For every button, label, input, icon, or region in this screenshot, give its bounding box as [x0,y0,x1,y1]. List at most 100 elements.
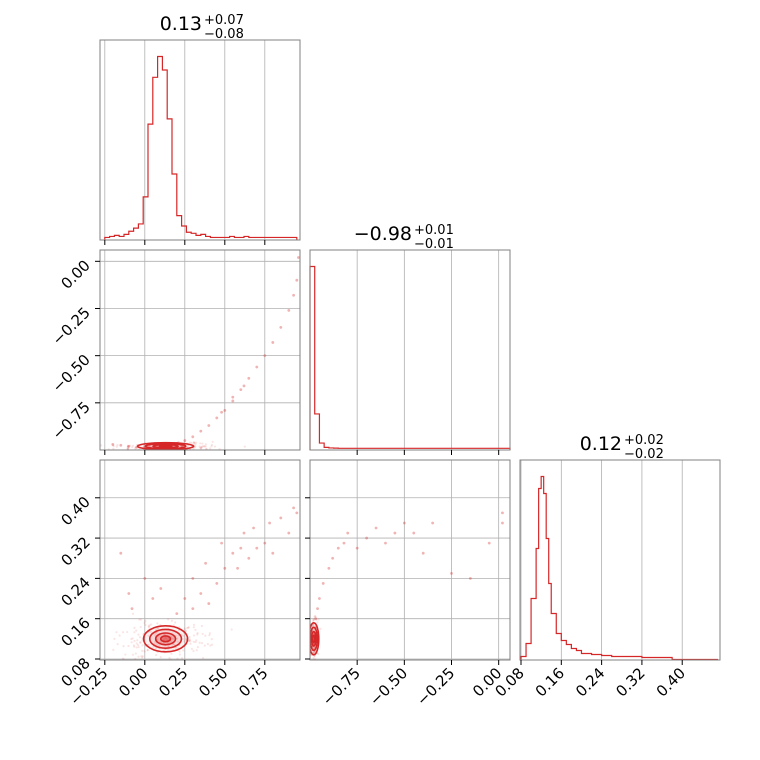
sample-point [263,354,267,358]
sample-point [242,384,246,388]
sample-point [199,442,202,445]
sample-point [201,656,205,660]
sample-point [319,627,322,630]
sample-point [279,516,283,520]
sample-point [196,646,199,649]
sample-point [190,647,194,651]
scatter-panel-p1_p0-grid [100,250,300,450]
sample-point [314,664,316,666]
sample-point [183,627,186,630]
sample-point [162,638,165,641]
sample-point [215,416,219,420]
sample-point [247,376,251,380]
hist-panel-0-grid [104,40,266,240]
sample-point [192,441,196,444]
sample-point [140,655,143,658]
sample-point [211,440,214,444]
sample-point [138,618,141,621]
sample-point [149,630,152,633]
scatter-panel-p2_p1-content [310,511,504,666]
sample-point [139,618,142,621]
sample-point [182,649,185,652]
histogram-0 [104,55,298,240]
sample-point [192,640,195,643]
sample-point [200,642,204,645]
sample-point [384,541,387,545]
sample-point [321,582,325,585]
sample-point [199,592,203,595]
sample-point [124,653,127,656]
sample-point [135,446,138,449]
sample-point [199,447,203,450]
sample-point [130,607,134,611]
sample-point [203,444,206,448]
sample-point [133,639,136,643]
sample-point [183,439,187,442]
sample-point [393,531,397,535]
sample-point [210,445,213,448]
scatter-panel-p2_p0: −0.25 0.00 0.25 0.50 0.750.080.160.240.320.4… [57,459,301,709]
histogram-2 [520,475,719,661]
sample-point [365,536,369,540]
sample-point [190,441,193,445]
sample-point [312,656,315,659]
sample-point [192,447,195,450]
hist-panel-1-background [310,250,510,450]
sample-point [263,541,267,545]
sample-point [189,642,192,645]
hist-panel-1-frame [309,249,511,451]
sample-point [155,628,158,631]
sample-point [199,447,202,450]
hist-panel-0-background [100,40,300,240]
hist-panel-1-ticks [356,450,500,455]
sample-point [201,442,204,445]
sample-point [271,341,275,344]
density-contour-3 [311,634,316,644]
sample-point [312,650,316,653]
sample-point [287,531,291,535]
sample-point [316,607,319,611]
sample-point [312,618,315,621]
sample-point [204,445,207,448]
sample-point [342,541,346,545]
scatter-panel-p1_p0-content [100,256,300,450]
sample-point [188,638,192,641]
sample-point [112,447,115,450]
title-minus-error: −0.08 [204,27,244,42]
scatter-panel-p2_p0-content [112,506,299,663]
scatter-panel-p1_p0-background [100,250,300,450]
y-tick-label: −0.50 [49,351,94,396]
sample-point [126,630,129,634]
sample-point [220,410,224,414]
sample-point [198,641,201,644]
sample-point [159,587,163,590]
sample-point [149,445,152,448]
sample-point [213,445,217,448]
sample-point [165,636,168,639]
sample-point [183,597,187,600]
density-contour-2 [154,632,177,646]
sample-point [134,446,137,449]
sample-point [242,531,246,535]
x-tick-label: −0.50 [366,664,411,709]
x-tick-label: 0.25 [155,664,191,700]
sample-point [421,551,425,555]
sample-point [135,646,138,649]
sample-point [161,661,163,663]
sample-point [167,644,171,648]
sample-point [156,638,159,641]
hist-panel-2-ticks: 0.08 0.16 0.24 0.32 0.40 [491,660,689,700]
sample-point [119,551,123,555]
sample-point [223,408,227,412]
sample-point [192,626,195,629]
sample-point [317,652,320,656]
sample-point [318,597,321,600]
scatter-panel-p2_p1-frame [309,459,511,661]
sample-point [115,445,118,448]
sample-point [121,631,125,634]
sample-point [121,657,124,660]
sample-point [206,643,209,646]
title-plus-error: +0.02 [624,433,664,448]
hist-panel-2-grid [520,460,683,660]
